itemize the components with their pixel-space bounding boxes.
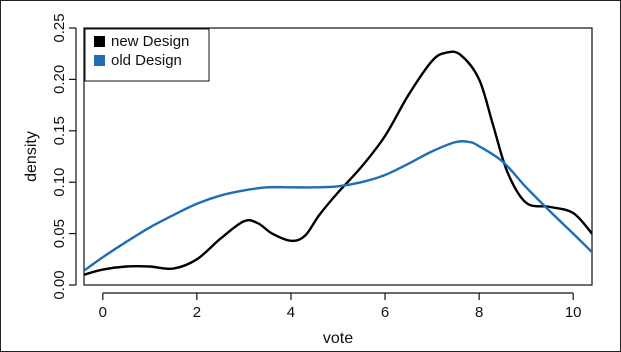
legend-label-new-design: new Design bbox=[111, 33, 189, 50]
y-tick-label: 0.10 bbox=[51, 168, 68, 197]
y-tick-label: 0.25 bbox=[51, 13, 68, 42]
y-tick-label: 0.00 bbox=[51, 270, 68, 299]
plot-area bbox=[83, 27, 593, 286]
x-tick-label: 10 bbox=[565, 304, 582, 321]
x-tick-label: 2 bbox=[193, 304, 201, 321]
series-line-old-design bbox=[84, 140, 592, 272]
legend-swatch-new-design bbox=[94, 36, 105, 47]
x-axis-title: vote bbox=[323, 330, 353, 347]
series-layer bbox=[84, 50, 592, 276]
legend: new Design old Design bbox=[84, 28, 210, 82]
series-line-new-design bbox=[84, 50, 592, 276]
x-tick-label: 8 bbox=[475, 304, 483, 321]
legend-label-old-design: old Design bbox=[111, 52, 182, 69]
x-tick-label: 6 bbox=[381, 304, 389, 321]
legend-swatch-old-design bbox=[94, 55, 105, 66]
x-axis: 0 2 4 6 8 10 bbox=[99, 292, 582, 321]
legend-box bbox=[84, 28, 210, 82]
y-axis: 0.00 0.05 0.10 0.15 0.20 0.25 bbox=[51, 13, 77, 300]
y-tick-label: 0.20 bbox=[51, 65, 68, 94]
y-axis-title: density bbox=[23, 131, 40, 182]
y-tick-label: 0.15 bbox=[51, 116, 68, 145]
x-tick-label: 0 bbox=[99, 304, 107, 321]
x-tick-label: 4 bbox=[287, 304, 295, 321]
y-tick-label: 0.05 bbox=[51, 219, 68, 248]
